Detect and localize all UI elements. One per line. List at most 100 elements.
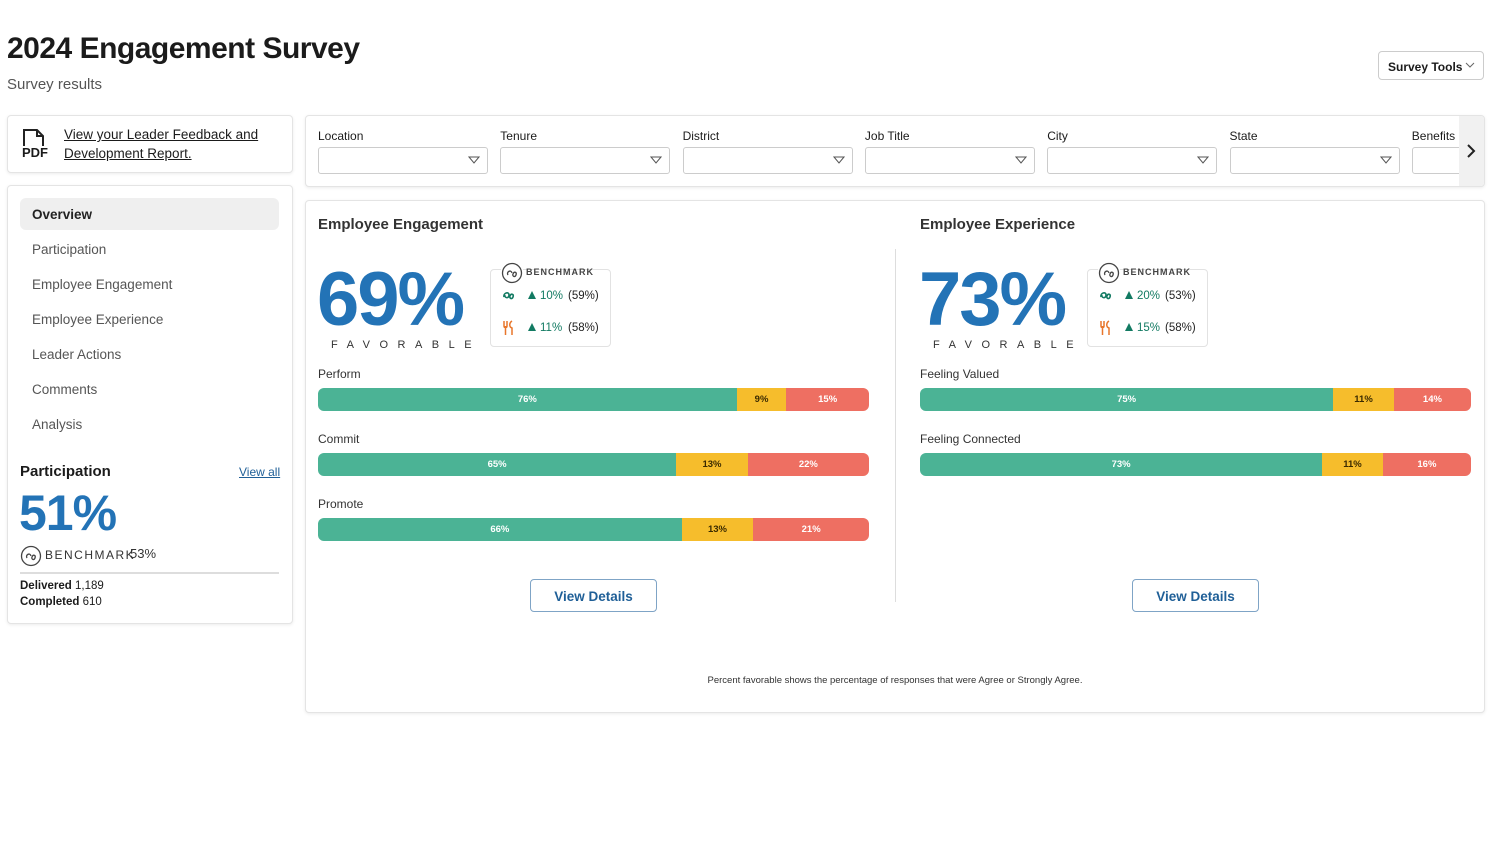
bar-segment: 13% — [681, 518, 754, 541]
nav-item[interactable]: Analysis — [32, 417, 83, 432]
dropdown-arrow — [832, 156, 845, 164]
filter-dropdown[interactable] — [500, 147, 671, 174]
chevron-right — [1467, 144, 1476, 158]
filter-bar: Location Tenure District Job Title City State… — [305, 115, 1485, 187]
benchmark-logo-svg — [1098, 262, 1120, 284]
panel: Employee Engagement 69% FAVORABLE BENCHMARK… — [317, 201, 878, 631]
stacked-bar: 76% 9% 15% — [318, 388, 869, 411]
filter-dropdown[interactable] — [864, 147, 1035, 174]
dropdown-arrow — [650, 156, 663, 164]
score-caption: FAVORABLE — [933, 339, 1084, 351]
benchmark-logo — [501, 262, 523, 289]
segment-label: 73% — [1111, 459, 1131, 470]
segment-label: 76% — [517, 394, 537, 405]
stacked-bar: 65% 13% 22% — [318, 453, 869, 476]
benchmark-change: 11% — [528, 322, 562, 334]
score: 69% — [317, 257, 465, 342]
filter-label: Job Title — [864, 129, 910, 143]
pdf-icon — [23, 129, 44, 146]
fork-icon-svg — [503, 320, 513, 335]
benchmark-label: BENCHMARK — [1123, 267, 1191, 277]
filter-dropdown[interactable] — [318, 147, 488, 174]
bar-segment: 16% — [1382, 453, 1471, 476]
segment-label: 13% — [702, 459, 722, 470]
panel-title: Employee Engagement — [318, 216, 484, 233]
segment-label: 22% — [798, 459, 818, 470]
benchmark-compare: (53%) — [1165, 290, 1196, 302]
stat-label: Delivered — [20, 580, 72, 592]
segment-label: 75% — [1117, 394, 1137, 405]
fork-icon — [502, 320, 516, 339]
segment-label: 11% — [1354, 394, 1373, 405]
survey-tools-button[interactable]: Survey Tools — [1378, 51, 1484, 80]
benchmark-logo — [20, 545, 42, 567]
nav-item[interactable]: Participation — [32, 242, 107, 257]
segment-label: 21% — [801, 524, 821, 535]
filter-label: Benefits E — [1411, 129, 1467, 143]
benchmark-box: BENCHMARK 10% (59%) 11% (58%) — [490, 262, 611, 347]
change-value: 11% — [540, 322, 563, 334]
stat-label: Completed — [20, 596, 80, 608]
nav-item[interactable]: Leader Actions — [32, 347, 122, 362]
nav-item[interactable]: Employee Engagement — [32, 277, 173, 292]
bar-segment: 15% — [786, 388, 869, 411]
report-card: PDF View your Leader Feedback and Develo… — [7, 115, 293, 173]
benchmark-logo-svg — [501, 262, 523, 284]
segment-label: 16% — [1417, 459, 1437, 470]
dropdown-arrow — [468, 156, 480, 164]
bar-segment: 9% — [736, 388, 787, 411]
panel-title: Employee Experience — [920, 216, 1076, 233]
metric-name: Feeling Connected — [920, 432, 1021, 446]
metric-name: Commit — [318, 432, 360, 446]
filter-dropdown[interactable] — [682, 147, 853, 174]
fork-icon — [1099, 320, 1113, 339]
up-arrow — [1125, 323, 1133, 331]
go-icon-svg — [503, 292, 514, 300]
change-value: 10% — [540, 290, 564, 302]
divider — [895, 249, 896, 602]
bar-segment: 11% — [1322, 453, 1383, 476]
segment-label: 11% — [1343, 459, 1362, 470]
segment-label: 9% — [754, 394, 769, 405]
stat-value: 610 — [82, 596, 102, 608]
go-icon — [502, 288, 516, 307]
benchmark-compare: (59%) — [568, 290, 599, 302]
filter-label: Location — [318, 129, 364, 143]
participation-value: 51% — [19, 485, 117, 541]
bar-segment: 22% — [747, 453, 869, 476]
view-all-link[interactable]: View all — [239, 465, 281, 479]
filter-dropdown[interactable] — [1229, 147, 1400, 174]
up-arrow — [528, 291, 536, 299]
segment-label: 13% — [707, 524, 727, 535]
up-arrow — [528, 323, 536, 331]
change-value: 15% — [1137, 322, 1161, 334]
results-card: Employee Engagement 69% FAVORABLE BENCHMARK… — [305, 200, 1485, 713]
nav-item[interactable]: Overview — [20, 198, 279, 230]
benchmark-change: 10% — [528, 290, 563, 302]
nav-item[interactable]: Employee Experience — [32, 312, 164, 327]
stat-value: 1,189 — [74, 580, 104, 592]
benchmark-logo — [1098, 262, 1120, 289]
sidebar: Overview Participation Employee Engagement… — [7, 185, 293, 624]
report-link[interactable]: View your Leader Feedback and Developmen… — [64, 127, 259, 161]
filter-dropdown[interactable] — [1047, 147, 1218, 174]
bar-segment: 73% — [920, 453, 1323, 476]
benchmark-change: 15% — [1125, 322, 1160, 334]
view-details-button[interactable]: View Details — [1132, 579, 1259, 612]
up-arrow — [1125, 291, 1133, 299]
benchmark-label: BENCHMARK — [45, 548, 136, 562]
view-details-button[interactable]: View Details — [530, 579, 657, 612]
filter-label: City — [1047, 129, 1068, 143]
go-icon — [1099, 288, 1113, 307]
metric-name: Promote — [318, 497, 364, 511]
filter-dropdown[interactable] — [1411, 147, 1484, 174]
chevron — [1465, 62, 1475, 68]
stacked-bar: 75% 11% 14% — [920, 388, 1471, 411]
benchmark-value: 53% — [130, 546, 157, 561]
bar-segment: 75% — [920, 388, 1334, 411]
nav-item[interactable]: Comments — [32, 382, 98, 397]
segment-label: 15% — [818, 394, 838, 405]
scroll-right[interactable] — [1459, 116, 1484, 186]
dropdown-arrow — [1379, 156, 1392, 164]
